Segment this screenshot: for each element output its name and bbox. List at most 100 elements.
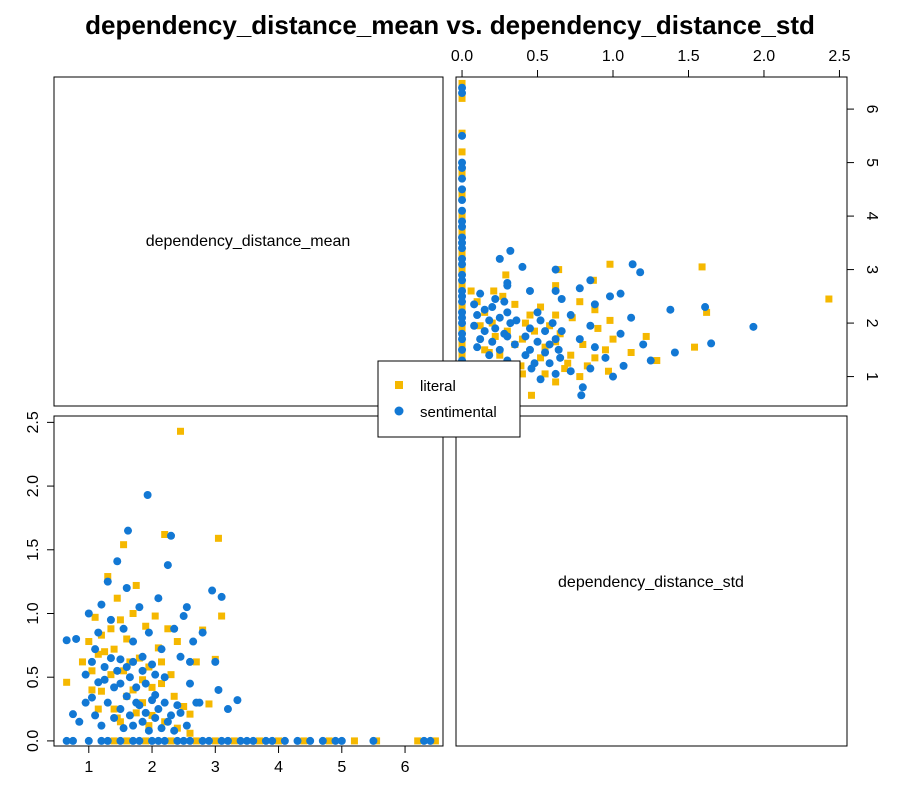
data-point-sentimental [518,262,527,271]
data-point-sentimental [94,628,103,637]
data-point-sentimental [233,696,242,705]
data-point-literal [552,311,560,319]
data-point-literal [458,340,466,348]
data-point-literal [537,354,545,362]
data-point-sentimental [495,254,504,263]
data-point-literal [476,322,484,330]
data-point-sentimental [167,711,176,720]
data-point-literal [218,612,226,620]
data-point-literal [186,729,194,737]
data-point-literal [116,718,124,726]
diagonal-label-std: dependency_distance_std [558,574,744,591]
data-point-sentimental [138,717,147,726]
data-point-literal [170,692,178,700]
data-point-sentimental [280,736,289,745]
data-point-sentimental [103,736,112,745]
data-point-sentimental [151,670,160,679]
data-point-sentimental [170,726,179,735]
data-point-literal [177,427,185,435]
chart-title: dependency_distance_mean vs. dependency_… [85,10,815,40]
data-point-sentimental [106,654,115,663]
data-point-literal [97,631,105,639]
data-point-sentimental [503,308,512,317]
data-point-sentimental [318,736,327,745]
data-point-literal [564,359,572,367]
data-point-sentimental [525,286,534,295]
tick-label-left: 2.5 [25,411,42,433]
data-point-sentimental [458,286,467,295]
data-point-literal [552,378,560,386]
data-point-sentimental [458,158,467,167]
data-point-literal [113,594,121,602]
panel-bottom-left-frame [53,415,444,747]
data-point-literal [186,710,194,718]
data-point-sentimental [122,692,131,701]
data-point-sentimental [575,335,584,344]
data-point-literal [107,671,115,679]
data-point-literal [94,650,102,658]
data-point-literal [518,335,526,343]
data-point-literal [325,737,333,745]
data-point-literal [458,169,466,177]
data-point-sentimental [627,313,636,322]
data-point-literal [458,351,466,359]
data-point-literal [561,365,569,373]
data-point-literal [414,737,422,745]
data-point-literal [541,370,549,378]
data-point-sentimental [91,711,100,720]
data-point-sentimental [554,345,563,354]
data-point-sentimental [530,359,539,368]
data-point-literal [116,616,124,624]
data-point-sentimental [480,327,489,336]
data-point-sentimental [185,679,194,688]
axes: 0.0 0.5 1.0 1.5 2.0 2.5 1 2 3 4 5 6 0.0 0.5 1.0 1.5 2.0 2… [25,48,880,776]
panel-bottom-right-frame [455,415,848,747]
data-point-sentimental [125,711,134,720]
data-point-literal [211,737,219,745]
data-point-literal [531,327,539,335]
data-point-literal [142,737,150,745]
data-point-sentimental [337,736,346,745]
data-point-sentimental [91,645,100,654]
data-point-literal [518,370,526,378]
data-point-literal [567,351,575,359]
tick-label-right: 4 [863,212,880,221]
tick-label-right: 3 [863,265,880,274]
data-point-sentimental [198,736,207,745]
data-point-sentimental [458,174,467,183]
tick-label-top: 2.0 [753,48,775,65]
data-point-sentimental [176,652,185,661]
legend-label-sentimental: sentimental [420,404,497,421]
data-point-literal [101,648,109,656]
data-point-literal [139,699,147,707]
data-point-sentimental [173,736,182,745]
data-point-sentimental [566,367,575,376]
data-point-sentimental [68,710,77,719]
data-point-sentimental [476,289,485,298]
data-point-literal [481,346,489,354]
tick-label-right: 6 [863,105,880,114]
data-point-sentimental [575,284,584,293]
tick-label-bottom: 3 [211,759,220,776]
data-point-literal [192,737,200,745]
data-point-sentimental [551,286,560,295]
tick-label-left: 0.5 [25,666,42,688]
data-point-literal [517,362,525,370]
data-point-sentimental [116,679,125,688]
data-point-sentimental [536,316,545,325]
data-point-sentimental [211,657,220,666]
data-point-sentimental [521,332,530,341]
data-point-sentimental [556,353,565,362]
data-point-literal [458,148,466,156]
data-point-literal [161,530,169,538]
data-point-literal [132,581,140,589]
data-point-sentimental [458,270,467,279]
data-point-sentimental [135,736,144,745]
data-point-sentimental [141,679,150,688]
data-point-literal [94,705,102,713]
data-point-sentimental [113,557,122,566]
data-point-sentimental [426,736,435,745]
data-point-sentimental [506,246,515,255]
data-point-sentimental [510,340,519,349]
data-point-literal [467,287,475,295]
